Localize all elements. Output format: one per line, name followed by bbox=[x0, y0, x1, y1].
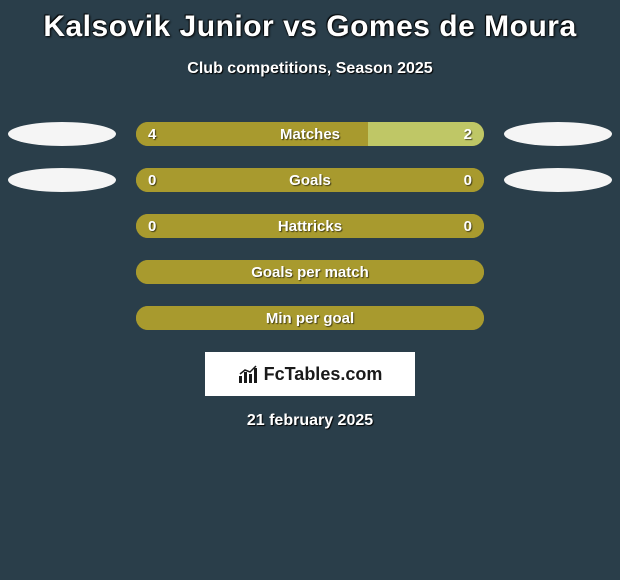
stat-value-right: 0 bbox=[464, 168, 472, 192]
stat-value-left: 0 bbox=[148, 214, 156, 238]
player-left-marker bbox=[8, 168, 116, 192]
stat-row-goals: Goals0 0 bbox=[0, 168, 620, 192]
brand-text: FcTables.com bbox=[264, 364, 383, 385]
player-right-marker bbox=[504, 168, 612, 192]
brand-box[interactable]: FcTables.com bbox=[205, 352, 415, 396]
player-right-marker bbox=[504, 122, 612, 146]
stat-label: Goals per match bbox=[136, 260, 484, 284]
stat-bar: Matches4 2 bbox=[136, 122, 484, 146]
stat-row-goals-per-match: Goals per match bbox=[0, 260, 620, 284]
stat-value-left: 4 bbox=[148, 122, 156, 146]
stat-label: Goals bbox=[136, 168, 484, 192]
chart-icon bbox=[238, 364, 260, 384]
stat-bar: Hattricks0 0 bbox=[136, 214, 484, 238]
page-title: Kalsovik Junior vs Gomes de Moura bbox=[0, 10, 620, 44]
stat-row-matches: Matches4 2 bbox=[0, 122, 620, 146]
stat-bar: Goals0 0 bbox=[136, 168, 484, 192]
stat-label: Min per goal bbox=[136, 306, 484, 330]
stat-row-hattricks: Hattricks0 0 bbox=[0, 214, 620, 238]
stat-value-left: 0 bbox=[148, 168, 156, 192]
date-text: 21 february 2025 bbox=[0, 412, 620, 430]
comparison-panel: Kalsovik Junior vs Gomes de Moura Club c… bbox=[0, 0, 620, 430]
stat-label: Hattricks bbox=[136, 214, 484, 238]
player-left-marker bbox=[8, 122, 116, 146]
stat-bar: Goals per match bbox=[136, 260, 484, 284]
subtitle: Club competitions, Season 2025 bbox=[0, 60, 620, 78]
stat-value-right: 0 bbox=[464, 214, 472, 238]
stat-rows: Matches42Goals00Hattricks00Goals per mat… bbox=[0, 122, 620, 330]
stat-label: Matches bbox=[136, 122, 484, 146]
stat-row-min-per-goal: Min per goal bbox=[0, 306, 620, 330]
stat-bar: Min per goal bbox=[136, 306, 484, 330]
stat-value-right: 2 bbox=[464, 122, 472, 146]
